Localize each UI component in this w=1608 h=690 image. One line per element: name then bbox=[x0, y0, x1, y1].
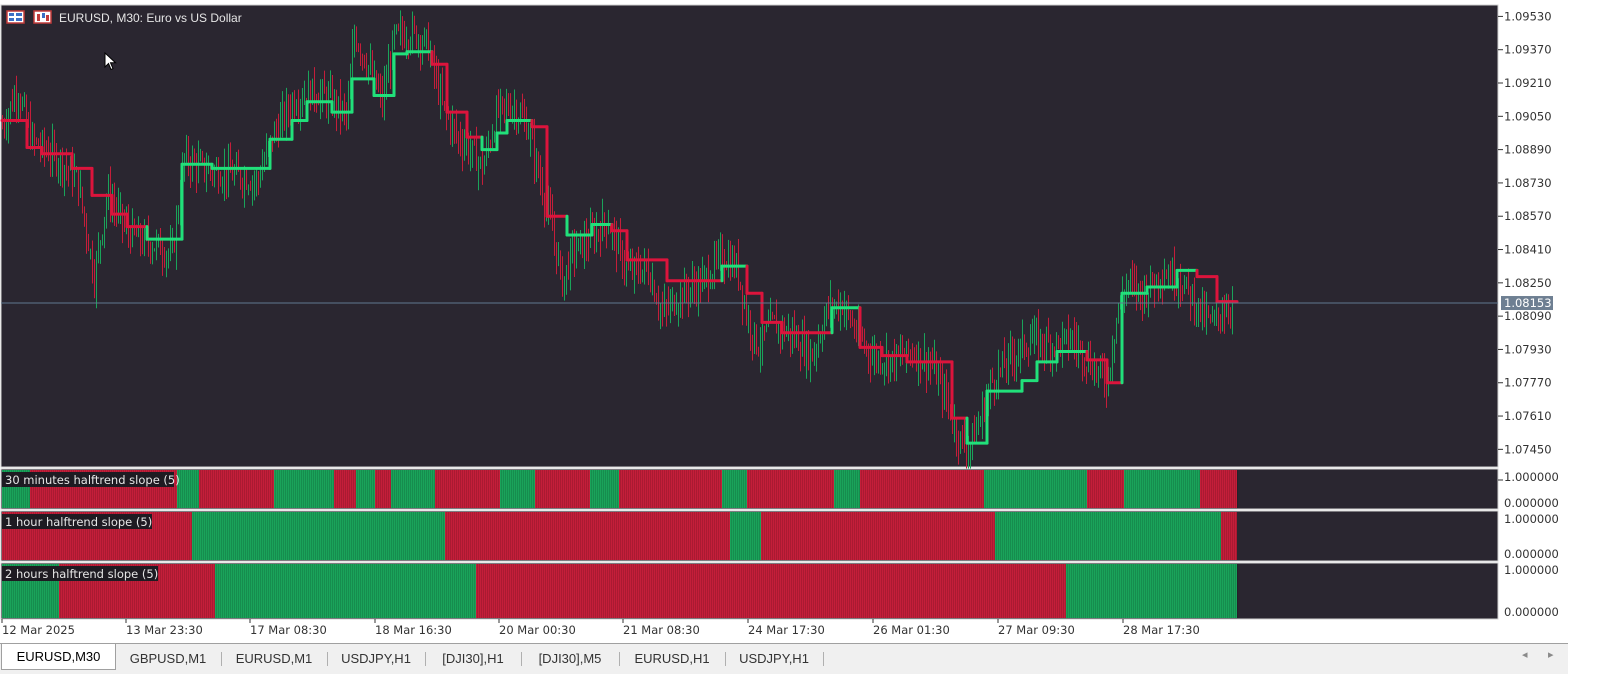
halftrend-line bbox=[0, 50, 1239, 445]
slope-segment-up bbox=[1124, 470, 1200, 508]
slope-segment-up bbox=[722, 470, 747, 508]
indicator-label-1h: 1 hour halftrend slope (5) bbox=[5, 515, 152, 529]
ind-axis-1h-top: 1.000000 bbox=[1504, 512, 1559, 526]
chart-title: EURUSD, M30: Euro vs US Dollar bbox=[59, 11, 242, 25]
tab-separator bbox=[823, 652, 824, 666]
tab-eurusd-m1[interactable]: EURUSD,M1 bbox=[235, 651, 313, 666]
slope-segment-up bbox=[995, 512, 1221, 560]
slope-segment-down bbox=[747, 470, 834, 508]
time-tick-label: 17 Mar 08:30 bbox=[250, 623, 327, 637]
ind-axis-30m-top: 1.000000 bbox=[1504, 470, 1559, 484]
time-tick-label: 12 Mar 2025 bbox=[2, 623, 75, 637]
price-tick-label: 1.07610 bbox=[1504, 409, 1552, 423]
slope-segment-down bbox=[860, 470, 984, 508]
slope-segment-down bbox=[619, 470, 722, 508]
price-tick-label: 1.08250 bbox=[1504, 276, 1552, 290]
slope-segment-up bbox=[590, 470, 619, 508]
slope-bars-1h bbox=[2, 512, 1237, 560]
slope-segment-down bbox=[334, 470, 356, 508]
main-plot-area[interactable] bbox=[0, 4, 1499, 468]
slope-segment-up bbox=[177, 470, 199, 508]
time-tick-label: 13 Mar 23:30 bbox=[126, 623, 203, 637]
tab-eurusd-m30[interactable]: EURUSD,M30 bbox=[1, 644, 116, 670]
time-tick-label: 27 Mar 09:30 bbox=[998, 623, 1075, 637]
slope-segment-down bbox=[445, 512, 730, 560]
price-tick-label: 1.09210 bbox=[1504, 76, 1552, 90]
slope-segment-down bbox=[1087, 470, 1124, 508]
tab-separator bbox=[221, 652, 222, 666]
tab-separator bbox=[425, 652, 426, 666]
ind-axis-2h-top: 1.000000 bbox=[1504, 563, 1559, 577]
slope-segment-up bbox=[215, 564, 476, 618]
time-tick-label: 24 Mar 17:30 bbox=[748, 623, 825, 637]
slope-segment-down bbox=[476, 564, 1066, 618]
slope-segment-up bbox=[192, 512, 445, 560]
slope-segment-up bbox=[274, 470, 334, 508]
slope-segment-down bbox=[761, 512, 995, 560]
chart-window[interactable]: 30 minutes halftrend slope (5) 1 hour ha… bbox=[0, 0, 1568, 643]
current-price-label: 1.08153 bbox=[1504, 296, 1552, 310]
time-tick-label: 21 Mar 08:30 bbox=[623, 623, 700, 637]
price-tick-label: 1.07450 bbox=[1504, 442, 1552, 456]
slope-segment-up bbox=[500, 470, 535, 508]
slope-bars-2h bbox=[2, 564, 1238, 618]
tab-separator bbox=[619, 652, 620, 666]
current-price-tag: 1.08153 bbox=[1501, 296, 1553, 311]
slope-segment-down bbox=[1200, 470, 1237, 508]
tab-eurusd-h1[interactable]: EURUSD,H1 bbox=[634, 651, 710, 666]
price-tick-label: 1.07930 bbox=[1504, 342, 1552, 356]
time-axis[interactable]: 12 Mar 2025 13 Mar 23:30 17 Mar 08:30 18 Ma… bbox=[1, 619, 1200, 637]
indicator-label-2h: 2 hours halftrend slope (5) bbox=[5, 567, 158, 581]
price-tick-label: 1.08570 bbox=[1504, 209, 1552, 223]
tab-scroll-left-icon[interactable]: ◂ bbox=[1522, 648, 1528, 661]
price-tick-label: 1.07770 bbox=[1504, 376, 1552, 390]
time-tick-label: 20 Mar 00:30 bbox=[499, 623, 576, 637]
slope-segment-up bbox=[984, 470, 1087, 508]
indicator-label-bg-30m bbox=[2, 472, 174, 487]
slope-segment-down bbox=[199, 470, 274, 508]
tab-separator bbox=[521, 652, 522, 666]
tab-dji30-h1[interactable]: [DJI30],H1 bbox=[442, 651, 504, 666]
ind-axis-30m-bottom: 0.000000 bbox=[1504, 496, 1559, 510]
slope-bars-30m bbox=[2, 470, 1238, 508]
ind-axis-2h-bottom: 0.000000 bbox=[1504, 605, 1559, 619]
chart-tabs-bar: EURUSD,M30 GBPUSD,M1 EURUSD,M1 USDJPY,H1… bbox=[0, 643, 1568, 674]
slope-segment-down bbox=[435, 470, 500, 508]
tab-separator bbox=[327, 652, 328, 666]
tab-scroll-right-icon[interactable]: ▸ bbox=[1548, 648, 1554, 661]
mouse-cursor-icon bbox=[104, 52, 117, 71]
slope-segment-down bbox=[535, 470, 590, 508]
chart-type-icon[interactable] bbox=[33, 10, 52, 24]
slope-segment-down bbox=[375, 470, 391, 508]
tab-usdjpy-h1[interactable]: USDJPY,H1 bbox=[341, 651, 411, 666]
price-tick-label: 1.09370 bbox=[1504, 43, 1552, 57]
tab-usdjpy-h1-2[interactable]: USDJPY,H1 bbox=[739, 651, 809, 666]
indicator-label-30m: 30 minutes halftrend slope (5) bbox=[5, 473, 180, 487]
time-tick-label: 26 Mar 01:30 bbox=[873, 623, 950, 637]
price-tick-label: 1.08730 bbox=[1504, 176, 1552, 190]
slope-segment-up bbox=[834, 470, 860, 508]
slope-segment-up bbox=[1066, 564, 1237, 618]
time-tick-label: 28 Mar 17:30 bbox=[1123, 623, 1200, 637]
ind-axis-1h-bottom: 0.000000 bbox=[1504, 547, 1559, 561]
slope-segment-down bbox=[1221, 512, 1237, 560]
price-tick-label: 1.09530 bbox=[1504, 9, 1552, 23]
slope-segment-up bbox=[730, 512, 761, 560]
price-tick-label: 1.08090 bbox=[1504, 309, 1552, 323]
tab-dji30-m5[interactable]: [DJI30],M5 bbox=[538, 651, 602, 666]
price-axis[interactable]: 1.09530 1.09370 1.09210 1.09050 1.08890 1.087… bbox=[1498, 9, 1552, 456]
slope-segment-up bbox=[356, 470, 375, 508]
indicator-label-bg-2h bbox=[2, 566, 158, 581]
price-tick-label: 1.08890 bbox=[1504, 143, 1552, 157]
time-tick-label: 18 Mar 16:30 bbox=[375, 623, 452, 637]
slope-segment-up bbox=[391, 470, 435, 508]
price-tick-label: 1.08410 bbox=[1504, 243, 1552, 257]
price-tick-label: 1.09050 bbox=[1504, 109, 1552, 123]
indicator-label-bg-1h bbox=[2, 514, 152, 529]
tab-gbpusd-m1[interactable]: GBPUSD,M1 bbox=[129, 651, 207, 666]
tab-separator bbox=[725, 652, 726, 666]
chart-grid-icon[interactable] bbox=[6, 10, 25, 24]
